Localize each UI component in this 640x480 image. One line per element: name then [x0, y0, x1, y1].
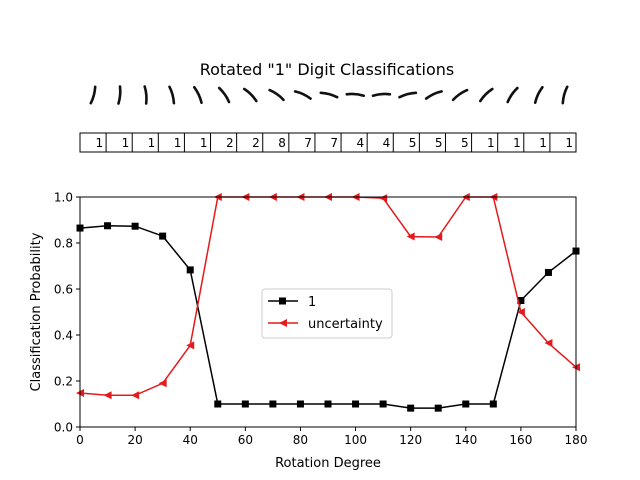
data-point-digit-1	[324, 400, 332, 408]
x-tick-label: 120	[399, 433, 422, 447]
data-point-digit-1	[379, 400, 387, 408]
rotated-digit-image	[243, 87, 258, 103]
predicted-label-table: 1 1 1 1 1 2 2 8 7 7 4 4 5 5 5 1 1 1 1	[79, 132, 577, 153]
rotated-digit-image	[533, 86, 544, 104]
rotated-digit-image	[193, 86, 203, 104]
rotated-digit-image	[143, 85, 148, 105]
x-tick-label: 80	[293, 433, 308, 447]
x-tick-label: 100	[344, 433, 367, 447]
data-point-uncertainty	[186, 341, 195, 350]
label-cell: 1	[95, 136, 103, 150]
x-tick-label: 20	[127, 433, 142, 447]
label-cell: 8	[278, 136, 286, 150]
label-cell: 2	[226, 136, 234, 150]
data-point-digit-1	[352, 400, 360, 408]
legend-marker-square	[279, 297, 286, 305]
data-point-uncertainty	[131, 391, 140, 400]
rotated-digit-image	[345, 92, 365, 97]
label-cell: 1	[487, 136, 495, 150]
rotated-digit-strip	[89, 85, 569, 105]
data-point-uncertainty	[544, 339, 553, 348]
label-cell: 5	[461, 136, 469, 150]
x-tick-label: 140	[454, 433, 477, 447]
y-axis-label: Classification Probability	[29, 232, 44, 391]
data-point-uncertainty	[379, 194, 388, 203]
data-point-digit-1	[131, 222, 139, 230]
data-point-digit-1	[296, 400, 304, 408]
x-tick-label: 180	[565, 433, 588, 447]
rotated-digit-image	[89, 85, 97, 105]
rotated-digit-image	[561, 85, 569, 105]
x-tick-label: 40	[183, 433, 198, 447]
rotated-digit-image	[451, 88, 469, 102]
data-point-digit-1	[214, 400, 222, 408]
legend-marker-triangle	[279, 319, 287, 327]
x-axis: 0 20 40 60 80 100 120 140 160 180	[76, 427, 587, 447]
label-cell: 5	[409, 136, 417, 150]
legend-label-uncertainty: uncertainty	[308, 317, 383, 332]
label-cell: 1	[513, 136, 521, 150]
label-table-border	[79, 132, 577, 153]
x-tick-label: 160	[509, 433, 532, 447]
y-tick-label: 0.2	[54, 375, 73, 389]
rotated-digit-image	[217, 86, 231, 104]
label-cell: 1	[539, 136, 547, 150]
rotated-digit-image	[479, 87, 494, 103]
label-cell: 4	[357, 136, 365, 150]
label-cell: 1	[200, 136, 208, 150]
legend-label-1: 1	[308, 295, 316, 310]
rotated-digit-image	[117, 85, 122, 105]
legend: 1 uncertainty	[261, 288, 393, 339]
data-point-digit-1	[462, 400, 470, 408]
data-point-digit-1	[544, 268, 552, 276]
rotated-digit-image	[168, 85, 176, 105]
data-point-uncertainty	[103, 391, 112, 400]
rotated-digit-image	[371, 92, 392, 97]
label-cell: 1	[565, 136, 573, 150]
label-cell: 2	[252, 136, 260, 150]
data-point-uncertainty	[516, 308, 525, 316]
label-cell: 5	[435, 136, 443, 150]
rotated-digit-image	[319, 91, 339, 99]
chart-title: Rotated "1" Digit Classifications	[200, 60, 455, 79]
data-point-digit-1	[104, 222, 112, 230]
rotated-digit-image	[268, 88, 285, 102]
y-tick-label: 1.0	[54, 191, 73, 205]
y-tick-label: 0.0	[54, 421, 73, 435]
data-point-digit-1	[517, 297, 525, 304]
data-point-digit-1	[407, 404, 415, 412]
data-point-digit-1	[241, 400, 249, 408]
rotated-digit-image	[506, 86, 519, 104]
y-axis: 0.0 0.2 0.4 0.6 0.8 1.0	[54, 191, 80, 435]
label-cell: 4	[383, 136, 391, 150]
data-point-uncertainty	[434, 233, 443, 242]
y-tick-label: 0.8	[54, 237, 73, 251]
rotated-digit-image	[293, 90, 312, 100]
data-point-digit-1	[269, 400, 277, 408]
label-cell: 7	[330, 136, 338, 150]
label-cell: 1	[148, 136, 156, 150]
data-point-uncertainty	[158, 379, 167, 388]
rotated-digit-image	[424, 90, 443, 100]
data-point-uncertainty	[406, 232, 415, 241]
y-tick-label: 0.4	[54, 329, 73, 343]
data-point-digit-1	[489, 400, 497, 408]
x-tick-label: 60	[238, 433, 253, 447]
x-axis-label: Rotation Degree	[275, 456, 381, 471]
rotated-digit-image	[398, 91, 418, 99]
x-tick-label: 0	[76, 433, 84, 447]
label-cell: 7	[304, 136, 312, 150]
data-point-digit-1	[434, 404, 442, 412]
plot-frame	[79, 196, 577, 428]
data-point-digit-1	[186, 266, 194, 274]
y-tick-label: 0.6	[54, 283, 73, 297]
label-cell: 1	[122, 136, 130, 150]
label-cell: 1	[174, 136, 182, 150]
data-point-digit-1	[159, 232, 167, 240]
